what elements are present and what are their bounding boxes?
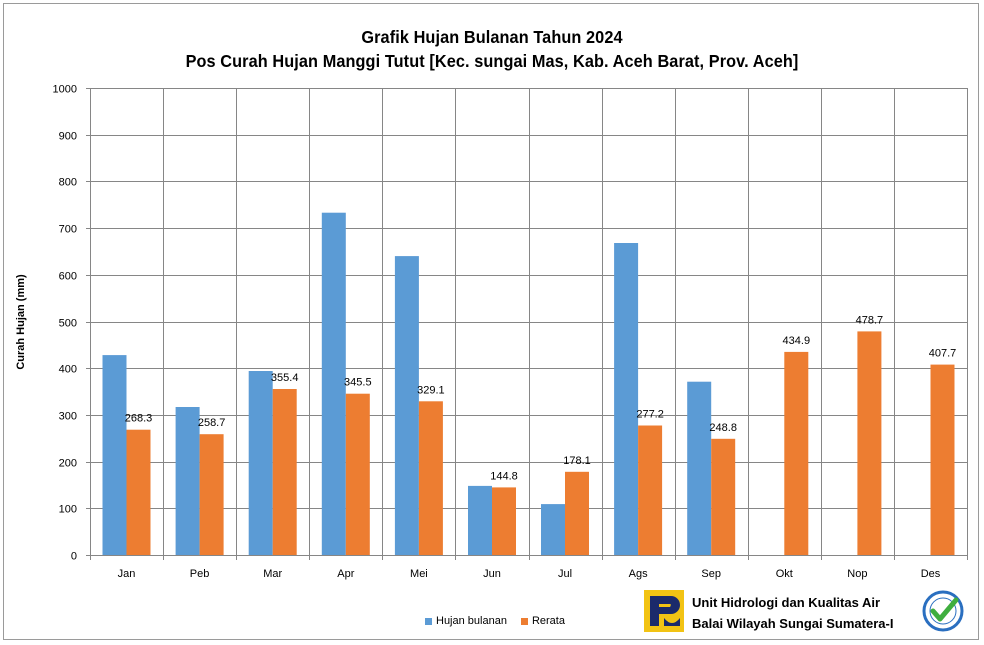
x-tick-label: Sep (701, 568, 721, 580)
y-tick-label: 700 (59, 224, 77, 236)
bar-rerata (565, 471, 589, 555)
y-tick-label: 500 (59, 318, 77, 330)
y-tick-label: 400 (59, 364, 77, 376)
x-tick-label: Mar (263, 568, 282, 580)
chart-title: Grafik Hujan Bulanan Tahun 2024 (361, 27, 623, 47)
data-label: 144.8 (490, 470, 518, 482)
bar-rerata (418, 401, 443, 555)
data-label: 329.1 (417, 384, 445, 396)
legend-item-rerata: Rerata (520, 615, 565, 627)
bar-rerata (199, 434, 224, 555)
x-tick-label: Mei (410, 568, 428, 580)
pu-logo-icon (644, 590, 684, 632)
y-tick-label: 800 (59, 177, 77, 189)
bar-rerata (784, 351, 809, 555)
y-tick-label: 1000 (53, 84, 77, 96)
data-label: 407.7 (929, 348, 957, 360)
bar-hujan-bulanan (614, 243, 639, 555)
x-tick-label: Okt (776, 568, 793, 580)
data-label: 258.7 (198, 417, 226, 429)
bar-hujan-bulanan (541, 504, 565, 555)
x-tick-label: Jun (483, 568, 501, 580)
data-label: 248.8 (709, 422, 737, 434)
chart-subtitle: Pos Curah Hujan Manggi Tutut [Kec. sunga… (185, 51, 799, 71)
bar-rerata (638, 425, 663, 555)
y-tick-label: 200 (59, 458, 77, 470)
data-label: 345.5 (344, 377, 372, 389)
org-line-2: Balai Wilayah Sungai Sumatera-I (692, 616, 894, 631)
bar-hujan-bulanan (468, 485, 492, 555)
bar-rerata (345, 393, 370, 555)
x-tick-label: Des (921, 568, 941, 580)
bar-hujan-bulanan (394, 256, 419, 555)
org-line-1: Unit Hidrologi dan Kualitas Air (692, 595, 881, 610)
data-label: 434.9 (783, 335, 811, 347)
x-tick-label: Jul (558, 568, 572, 580)
footer-branding: Unit Hidrologi dan Kualitas Air Balai Wi… (644, 590, 974, 632)
organization-name: Unit Hidrologi dan Kualitas Air Balai Wi… (692, 592, 893, 634)
bar-rerata (857, 331, 882, 555)
data-label: 268.3 (125, 413, 153, 425)
legend-label-hujan-bulanan: Hujan bulanan (436, 615, 507, 627)
y-axis-label: Curah Hujan (mm) (15, 274, 27, 370)
bar-hujan-bulanan (321, 212, 346, 555)
data-label: 178.1 (563, 455, 591, 467)
y-tick-label: 300 (59, 411, 77, 423)
y-tick-label: 100 (59, 504, 77, 516)
x-tick-label: Peb (190, 568, 210, 580)
data-label: 478.7 (856, 314, 884, 326)
data-label: 277.2 (636, 409, 664, 421)
y-tick-label: 900 (59, 131, 77, 143)
iso-certified-icon (922, 590, 964, 632)
x-tick-label: Jan (118, 568, 136, 580)
data-label: 355.4 (271, 372, 299, 384)
legend-swatch-orange (520, 617, 528, 625)
legend-swatch-blue (425, 617, 432, 625)
bar-hujan-bulanan (102, 355, 127, 555)
legend: Hujan bulanan Rerata (425, 615, 579, 627)
legend-label-rerata: Rerata (531, 615, 565, 627)
bar-rerata (711, 438, 736, 555)
bar-rerata (272, 389, 297, 555)
bar-hujan-bulanan (687, 381, 712, 555)
x-tick-label: Apr (337, 568, 354, 580)
x-tick-label: Nop (847, 568, 867, 580)
legend-item-hujan-bulanan: Hujan bulanan (425, 615, 507, 627)
bar-hujan-bulanan (248, 371, 273, 555)
x-tick-label: Ags (629, 568, 648, 580)
y-tick-label: 0 (71, 551, 77, 563)
bar-hujan-bulanan (175, 407, 200, 555)
bar-rerata (492, 487, 516, 555)
bar-rerata (126, 429, 151, 555)
bar-rerata (930, 364, 955, 555)
y-tick-label: 600 (59, 271, 77, 283)
